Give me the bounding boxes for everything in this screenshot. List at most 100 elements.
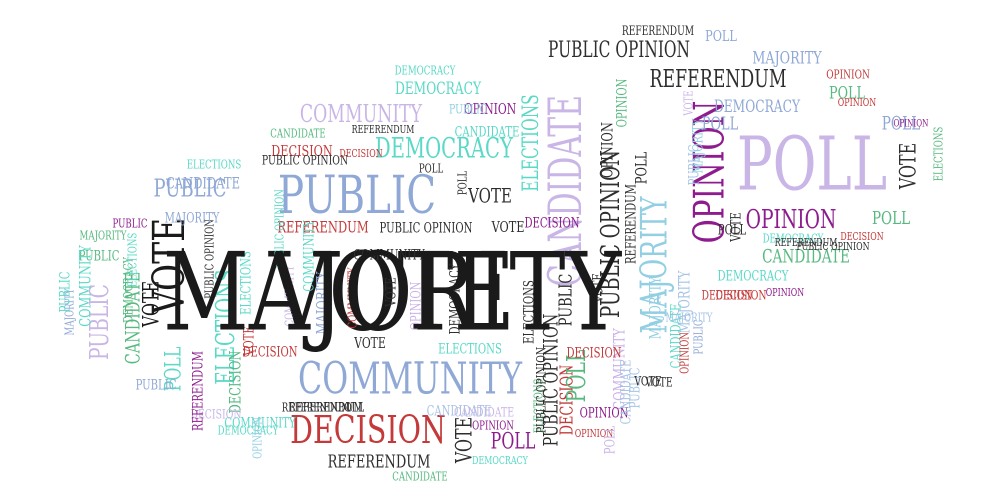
- word-candidate: CANDIDATE: [455, 124, 520, 140]
- word-majority: MAJORITY: [666, 311, 713, 325]
- word-majority: MAJORITY: [63, 288, 77, 335]
- word-poll: POLL: [562, 350, 592, 403]
- word-poll: POLL: [633, 152, 651, 184]
- word-community: COMMUNITY: [298, 353, 523, 405]
- word-vote: VOTE: [268, 229, 515, 355]
- word-public: PUBLIC: [57, 272, 73, 313]
- word-public-opinion: PUBLIC OPINION: [548, 37, 690, 62]
- word-democracy: DEMOCRACY: [218, 424, 279, 438]
- word-majority: MAJORITY: [80, 229, 127, 243]
- word-decision: DECISION: [715, 287, 766, 303]
- word-elections: ELECTIONS: [438, 341, 502, 357]
- word-referendum: REFERENDUM: [277, 219, 368, 237]
- word-candidate: CANDIDATE: [123, 272, 146, 364]
- word-referendum: REFERENDUM: [623, 184, 639, 264]
- word-opinion: OPINION: [472, 419, 514, 433]
- word-public-opinion: PUBLIC OPINION: [796, 241, 869, 254]
- word-public-opinion: PUBLIC OPINION: [596, 150, 626, 318]
- word-opinion: OPINION: [826, 68, 870, 82]
- word-referendum: REFERENDUM: [282, 401, 351, 415]
- word-community: COMMUNITY: [300, 100, 422, 128]
- word-public-opinion: PUBLIC OPINION: [533, 347, 549, 433]
- word-majority: MAJORITY: [647, 276, 665, 339]
- word-community: COMMUNITY: [224, 415, 296, 431]
- word-public-opinion: PUBLIC OPINION: [273, 189, 287, 269]
- word-community: COMMUNITY: [77, 245, 95, 327]
- word-democracy: DEMOCRACY: [714, 97, 800, 117]
- word-referendum: REFERENDUM: [775, 237, 838, 250]
- word-candidate: CANDIDATE: [539, 95, 592, 287]
- word-elections: ELECTIONS: [521, 280, 537, 344]
- word-public: PUBLIC: [686, 145, 702, 186]
- word-referendum: REFERENDUM: [190, 351, 206, 431]
- word-candidate: CANDIDATE: [668, 304, 684, 369]
- word-elections: ELECTIONS: [518, 94, 543, 191]
- word-democracy: DEMOCRACY: [763, 232, 824, 246]
- word-candidate: CANDIDATE: [166, 175, 240, 193]
- word-community: COMMUNITY: [353, 247, 425, 263]
- word-opinion: OPINION: [614, 78, 630, 127]
- word-opinion: OPINION: [838, 97, 876, 110]
- word-poll: POLL: [718, 222, 746, 238]
- word-democracy: DEMOCRACY: [375, 132, 514, 164]
- word-elections: ELECTIONS: [211, 269, 241, 384]
- word-public-opinion: PUBLIC OPINION: [541, 314, 564, 447]
- word-candidate: CANDIDATE: [618, 360, 634, 425]
- word-poll: POLL: [338, 399, 365, 415]
- word-vote: VOTE: [138, 281, 164, 328]
- word-decision: DECISION: [524, 215, 579, 231]
- word-democracy: DEMOCRACY: [472, 455, 528, 468]
- word-decision: DECISION: [190, 406, 241, 422]
- word-referendum: REFERENDUM: [328, 450, 431, 472]
- word-decision: DECISION: [227, 351, 245, 414]
- word-public: PUBLIC: [627, 368, 643, 409]
- word-poll: POLL: [829, 83, 865, 103]
- word-poll: POLL: [882, 112, 921, 134]
- word-opinion: OPINION: [894, 118, 929, 129]
- word-majority: MAJORITY: [165, 210, 221, 226]
- word-opinion: OPINION: [580, 405, 629, 421]
- word-opinion: OPINION: [575, 428, 613, 441]
- word-opinion: OPINION: [746, 205, 837, 235]
- word-poll: POLL: [456, 171, 470, 195]
- word-community: COMMUNITY: [346, 267, 360, 328]
- word-vote: VOTE: [645, 374, 673, 390]
- word-opinion: OPINION: [678, 332, 692, 374]
- word-majority: MAJORITY: [690, 118, 706, 174]
- word-vote: VOTE: [145, 218, 196, 315]
- word-poll: POLL: [737, 122, 887, 208]
- word-poll: POLL: [419, 162, 443, 176]
- word-public-opinion: PUBLIC OPINION: [380, 220, 473, 236]
- word-public-opinion: PUBLIC OPINION: [203, 219, 217, 299]
- word-decision: DECISION: [701, 287, 752, 303]
- word-elections: ELECTIONS: [932, 127, 946, 182]
- word-poll: POLL: [491, 428, 536, 454]
- word-democracy: DEMOCRACY: [447, 263, 463, 335]
- word-elections: ELECTIONS: [187, 158, 242, 172]
- word-poll: POLL: [702, 112, 739, 134]
- word-decision: DECISION: [339, 148, 382, 161]
- word-majority: MAJORITY: [163, 229, 622, 355]
- word-opinion: OPINION: [684, 101, 734, 244]
- word-candidate: CANDIDATE: [454, 404, 514, 420]
- word-majority: MAJORITY: [676, 270, 694, 333]
- word-vote: VOTE: [383, 277, 399, 307]
- word-candidate: CANDIDATE: [270, 127, 325, 141]
- word-decision: DECISION: [840, 231, 883, 244]
- word-vote: VOTE: [491, 220, 525, 237]
- word-vote: VOTE: [634, 373, 662, 389]
- word-decision: DECISION: [271, 144, 333, 161]
- word-public-opinion: PUBLIC OPINION: [262, 152, 348, 168]
- word-opinion: OPINION: [766, 287, 804, 300]
- word-elections: ELECTIONS: [238, 251, 254, 315]
- word-elections: ELECTIONS: [532, 379, 546, 434]
- word-democracy: DEMOCRACY: [395, 64, 456, 78]
- word-public: PUBLIC: [154, 175, 227, 203]
- word-poll: POLL: [602, 426, 618, 454]
- word-public: PUBLIC: [449, 101, 487, 117]
- word-opinion: OPINION: [251, 417, 265, 459]
- word-public: PUBLIC: [85, 284, 115, 360]
- word-public: PUBLIC: [136, 377, 177, 393]
